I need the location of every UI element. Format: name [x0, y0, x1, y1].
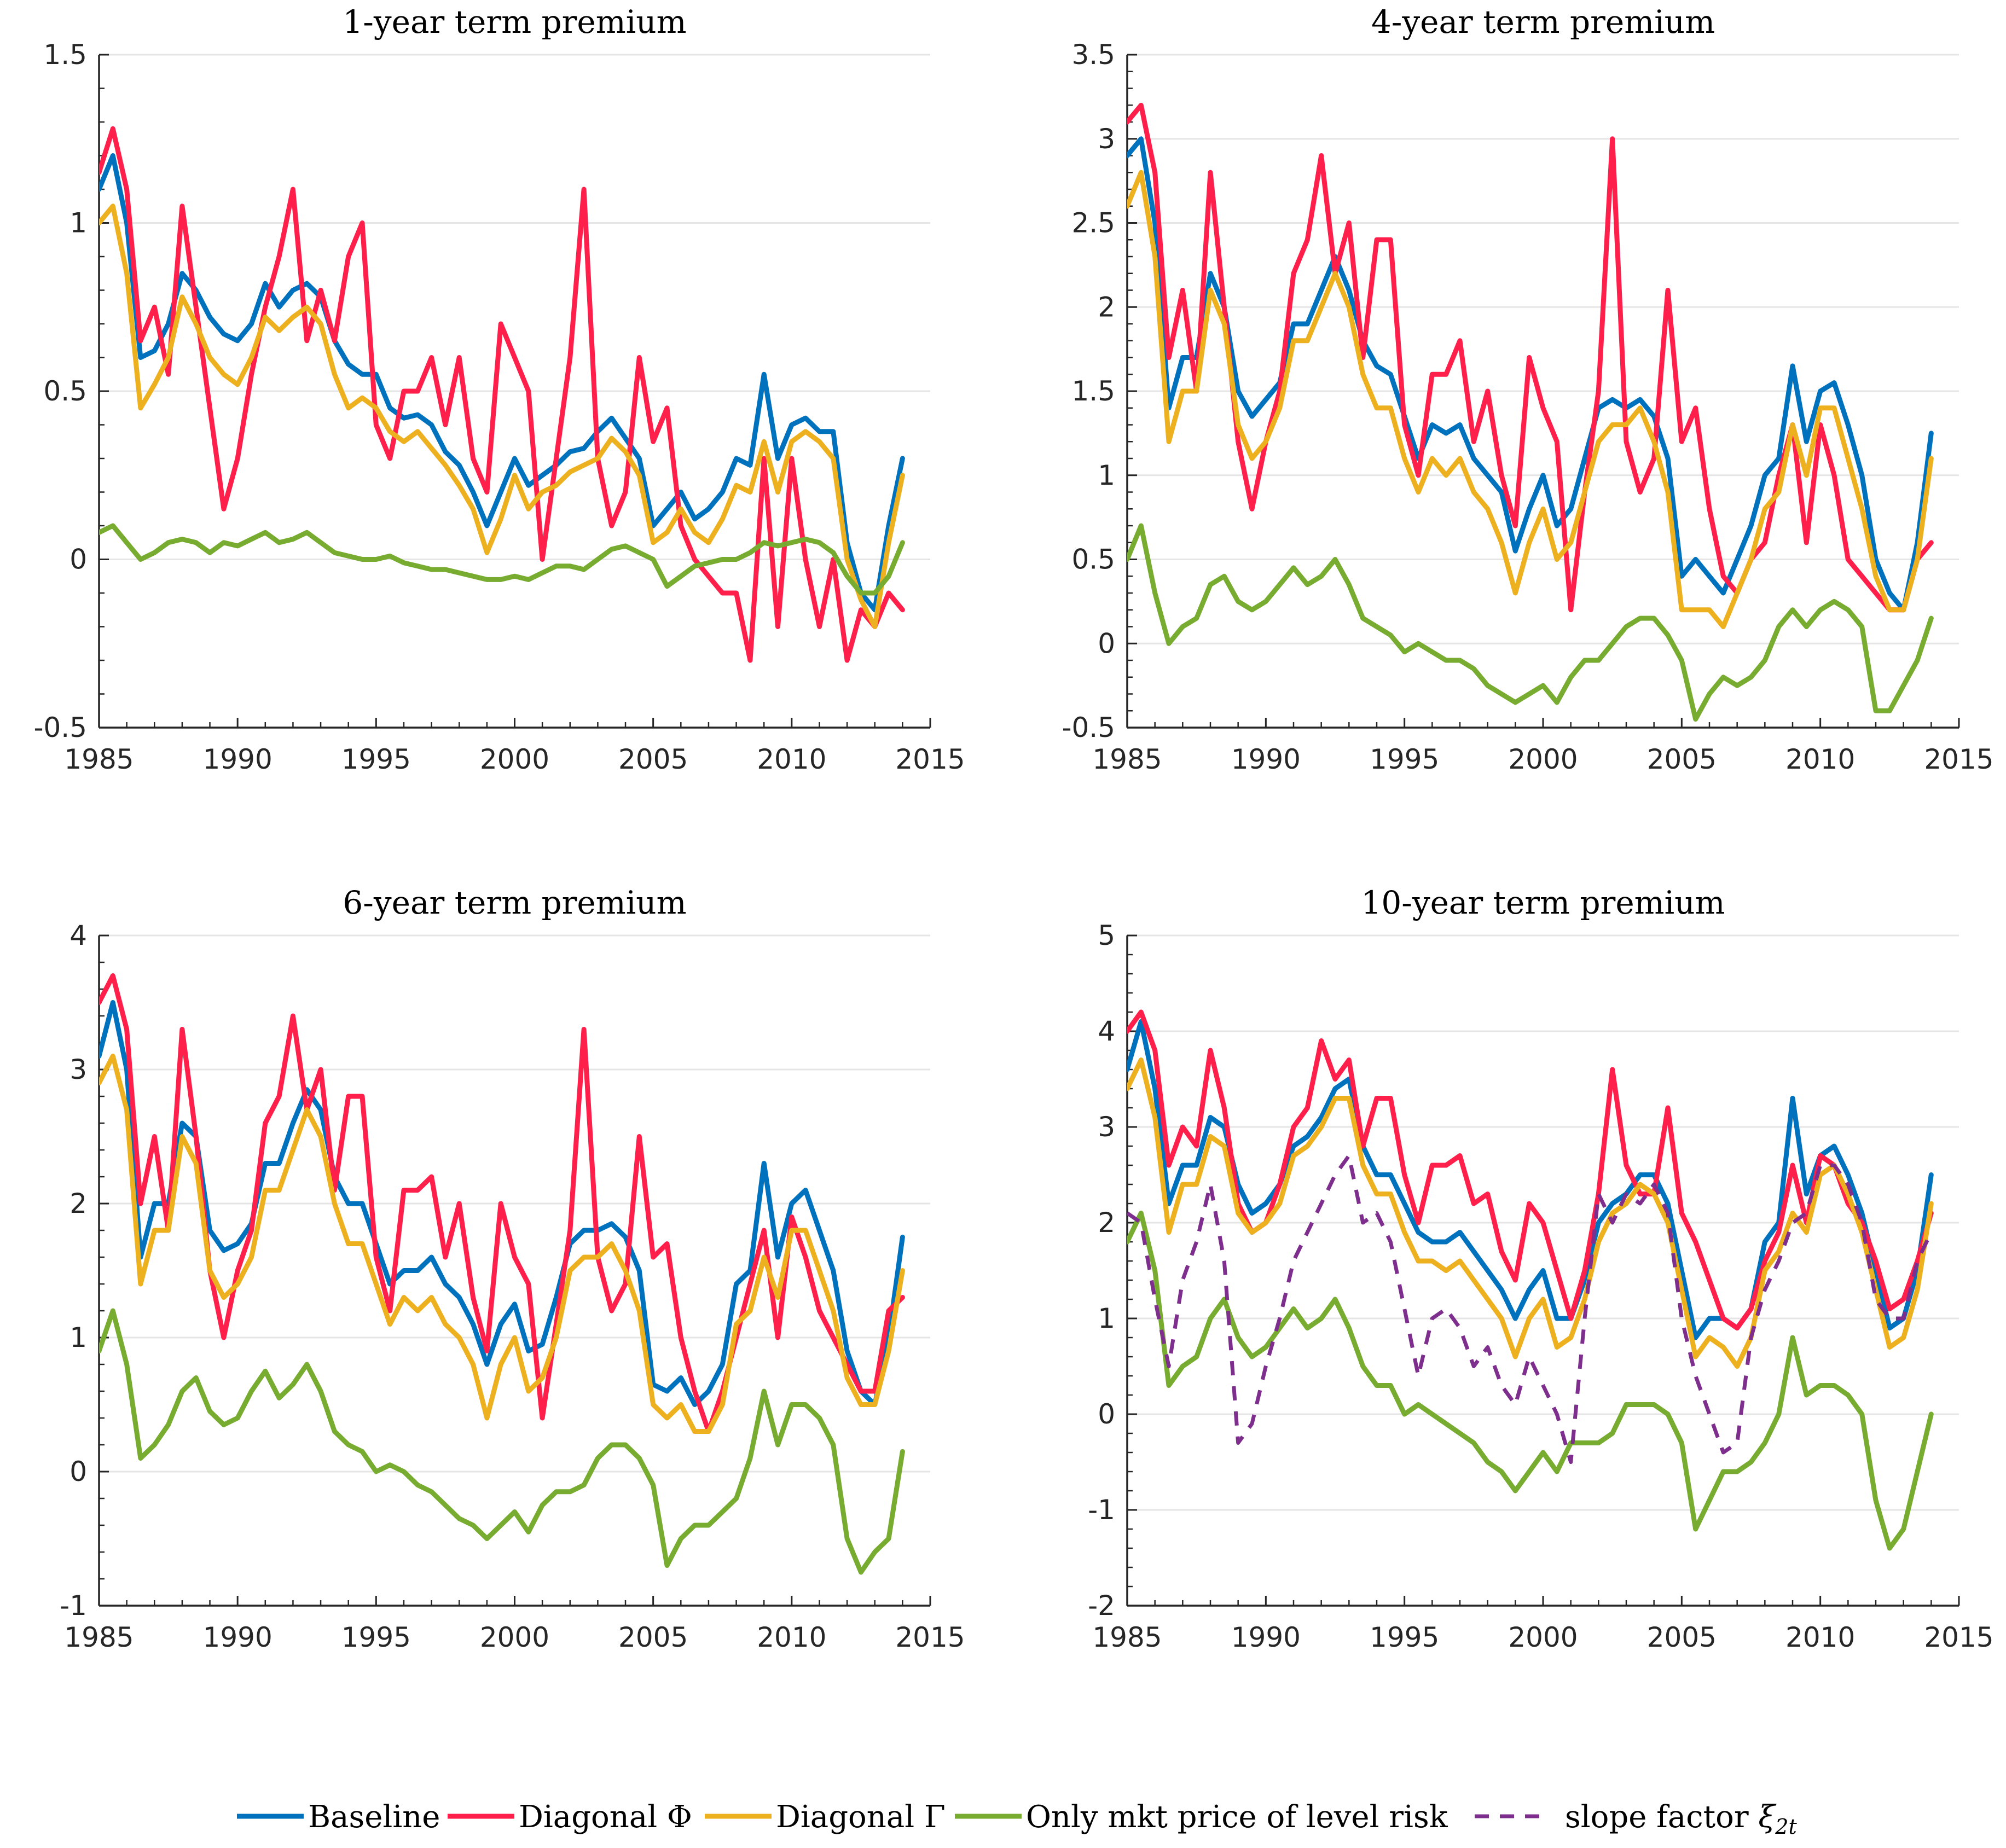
series-diagonal_phi: [1127, 102, 1934, 613]
y-tick-label: -0.5: [33, 712, 87, 743]
x-tick-label: 2015: [895, 743, 965, 775]
y-tick-label: 5: [1098, 920, 1115, 951]
series-only_level: [99, 523, 905, 596]
x-tick-label: 2010: [757, 1622, 826, 1653]
x-tick-label: 2010: [1785, 1622, 1855, 1653]
y-tick-label: 0: [1098, 627, 1115, 659]
y-tick-label: 0: [69, 544, 87, 576]
x-tick-label: 2015: [895, 1622, 965, 1653]
series-only_level: [1127, 1211, 1934, 1551]
x-tick-label: 1995: [1370, 743, 1439, 775]
x-tick-label: 2010: [757, 743, 826, 775]
x-tick-label: 2005: [618, 1622, 688, 1653]
x-tick-label: 2000: [480, 1622, 549, 1653]
y-tick-label: 2: [1098, 1207, 1115, 1239]
y-tick-label: 4: [1098, 1015, 1115, 1047]
series-only_level: [1127, 523, 1934, 722]
panel-4yr: -0.5 0 0.5 1 1.5 2 2.5 3 3.5 1985 1990 1995 2000 2005…: [1062, 3, 1993, 775]
x-tick-label: 2005: [1647, 1622, 1717, 1653]
x-tick-label: 1990: [1231, 743, 1301, 775]
y-tick-label: 1.5: [1071, 375, 1115, 407]
x-tick-label: 2015: [1924, 1622, 1993, 1653]
series-slope: [1127, 1154, 1933, 1464]
y-tick-label: 2.5: [1071, 207, 1115, 239]
series-diagonal_gamma: [99, 1054, 905, 1434]
x-tick-label: 1990: [203, 743, 273, 775]
y-tick-label: -1: [1088, 1494, 1115, 1526]
x-tick-label: 2010: [1785, 743, 1855, 775]
series-diagonal_gamma: [99, 204, 905, 629]
x-tick-label: 1990: [1231, 1622, 1301, 1653]
panel-title: 6-year term premium: [343, 884, 686, 921]
series-baseline: [1127, 136, 1934, 613]
panel-6yr: -1 0 1 2 3 4 1985 1990 1995 2000 2005 2010 2015 6-yea…: [60, 884, 965, 1653]
y-tick-label: 0: [1098, 1398, 1115, 1430]
x-tick-label: 2000: [1508, 743, 1578, 775]
panel-1yr: -0.5 0 0.5 1 1.5 1985 1990 1995 2000 2005 2010 2015…: [33, 3, 965, 775]
x-tick-label: 1985: [1092, 743, 1162, 775]
x-tick-label: 1985: [1092, 1622, 1162, 1653]
panel-10yr: -2 -1 0 1 2 3 4 5 1985 1990 1995 2000 2005 2010 2015 10…: [1088, 884, 1993, 1653]
y-tick-label: 1: [69, 207, 87, 239]
y-tick-label: 1.5: [43, 39, 87, 71]
y-tick-label: 1: [1098, 460, 1115, 491]
legend-label-baseline: Baseline: [308, 1799, 440, 1835]
series-only_level: [99, 1308, 905, 1575]
legend: Baseline Diagonal Φ Diagonal Γ Only mkt pri…: [237, 1799, 1797, 1839]
y-tick-label: 1: [1098, 1303, 1115, 1334]
series-baseline: [99, 153, 905, 613]
y-tick-label: 2: [1098, 291, 1115, 323]
y-tick-label: 0.5: [43, 375, 87, 407]
series-baseline: [1127, 1019, 1934, 1340]
x-tick-label: 2005: [1647, 743, 1717, 775]
y-tick-label: 1: [69, 1322, 87, 1353]
y-tick-label: 3.5: [1071, 39, 1115, 71]
y-tick-label: -1: [60, 1590, 87, 1622]
legend-label-diagonal_phi: Diagonal Φ: [519, 1799, 692, 1835]
y-tick-label: -0.5: [1062, 712, 1115, 743]
series-baseline: [99, 1000, 905, 1407]
legend-label-diagonal_gamma: Diagonal Γ: [776, 1799, 946, 1835]
panel-title: 10-year term premium: [1361, 884, 1725, 921]
panel-title: 4-year term premium: [1371, 3, 1715, 40]
y-tick-label: 3: [1098, 1111, 1115, 1143]
legend-label-only_level: Only mkt price of level risk: [1026, 1799, 1448, 1835]
y-tick-label: 0: [69, 1456, 87, 1487]
y-tick-label: 3: [69, 1054, 87, 1085]
x-tick-label: 1990: [203, 1622, 273, 1653]
y-tick-label: 2: [69, 1188, 87, 1219]
y-tick-label: 3: [1098, 123, 1115, 155]
x-tick-label: 2005: [618, 743, 688, 775]
x-tick-label: 2015: [1924, 743, 1993, 775]
legend-label-slope: slope factor ξ2t: [1565, 1799, 1797, 1839]
x-tick-label: 1995: [341, 1622, 411, 1653]
x-tick-label: 2000: [1508, 1622, 1578, 1653]
y-tick-label: 4: [69, 920, 87, 951]
x-tick-label: 1995: [1370, 1622, 1439, 1653]
x-tick-label: 2000: [480, 743, 549, 775]
x-tick-label: 1995: [341, 743, 411, 775]
series-diagonal_phi: [1127, 1009, 1934, 1330]
panel-title: 1-year term premium: [343, 3, 686, 40]
y-tick-label: -2: [1088, 1590, 1115, 1622]
series-diagonal_gamma: [1127, 170, 1934, 629]
x-tick-label: 1985: [64, 1622, 134, 1653]
series-diagonal_phi: [99, 126, 905, 663]
y-tick-label: 0.5: [1071, 544, 1115, 576]
x-tick-label: 1985: [64, 743, 134, 775]
